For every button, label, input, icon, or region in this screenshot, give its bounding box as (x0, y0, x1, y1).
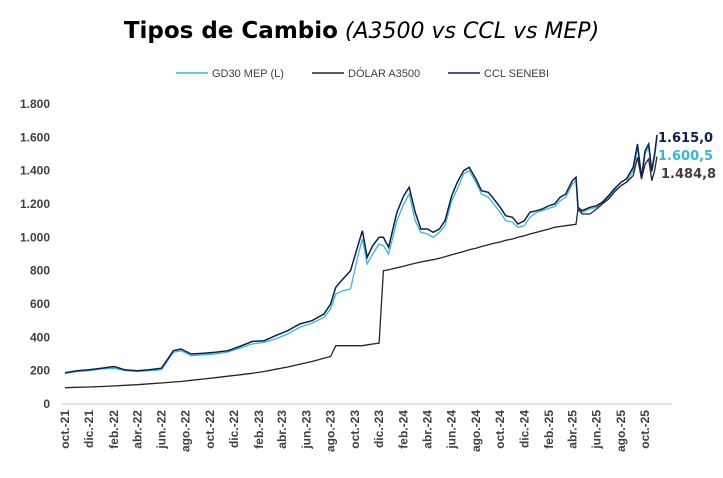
y-tick-label: 600 (30, 297, 50, 311)
x-tick-label: feb.-25 (542, 410, 556, 449)
x-tick-label: abr.-22 (130, 410, 144, 449)
y-tick-label: 1.800 (20, 97, 50, 111)
x-tick-label: abr.-23 (275, 410, 289, 449)
x-tick-label: jun.-23 (299, 410, 313, 450)
legend-label: CCL SENEBI (484, 68, 549, 80)
y-tick-label: 0 (43, 397, 50, 411)
end-value-label: 1.615,0 (658, 131, 713, 146)
end-value-label: 1.484,8 (661, 167, 716, 182)
x-tick-label: ago.-23 (324, 410, 338, 452)
x-tick-label: jun.-24 (445, 410, 459, 450)
x-tick-label: dic.-22 (227, 410, 241, 448)
end-value-label: 1.600,5 (658, 149, 713, 164)
x-tick-label: oct.-25 (638, 410, 652, 449)
legend-label: DÓLAR A3500 (348, 67, 420, 80)
x-tick-label: feb.-24 (397, 410, 411, 449)
x-tick-label: oct.-22 (203, 410, 217, 449)
x-tick-label: jun.-25 (590, 410, 604, 450)
x-tick-label: feb.-22 (107, 410, 121, 449)
y-tick-label: 200 (30, 364, 50, 378)
y-tick-label: 1.000 (20, 230, 50, 244)
x-tick-label: dic.-23 (372, 410, 386, 448)
x-tick-label: dic.-21 (82, 410, 96, 448)
legend-label: GD30 MEP (L) (212, 68, 284, 80)
x-tick-label: ago.-24 (469, 410, 483, 452)
series-line-1 (64, 156, 658, 389)
chart-title: Tipos de Cambio (A3500 vs CCL vs MEP) (0, 16, 723, 45)
x-tick-label: oct.-23 (348, 410, 362, 449)
y-tick-label: 1.600 (20, 130, 50, 144)
x-tick-label: oct.-21 (58, 410, 72, 449)
x-tick-label: jun.-22 (154, 410, 168, 450)
x-tick-label: abr.-24 (421, 410, 435, 449)
x-tick-label: dic.-24 (517, 410, 531, 448)
x-tick-label: oct.-24 (493, 410, 507, 449)
x-tick-label: ago.-25 (614, 410, 628, 452)
series-line-0 (64, 137, 658, 375)
y-tick-label: 1.200 (20, 197, 50, 211)
title-main: Tipos de Cambio (123, 18, 338, 44)
y-tick-label: 400 (30, 330, 50, 344)
x-tick-label: abr.-25 (565, 410, 579, 449)
x-tick-label: ago.-22 (179, 410, 193, 452)
y-tick-label: 1.400 (20, 164, 50, 178)
title-subtitle: (A3500 vs CCL vs MEP) (344, 19, 600, 44)
series-line-2 (64, 134, 658, 374)
y-tick-label: 800 (30, 264, 50, 278)
x-tick-label: feb.-23 (252, 410, 266, 449)
